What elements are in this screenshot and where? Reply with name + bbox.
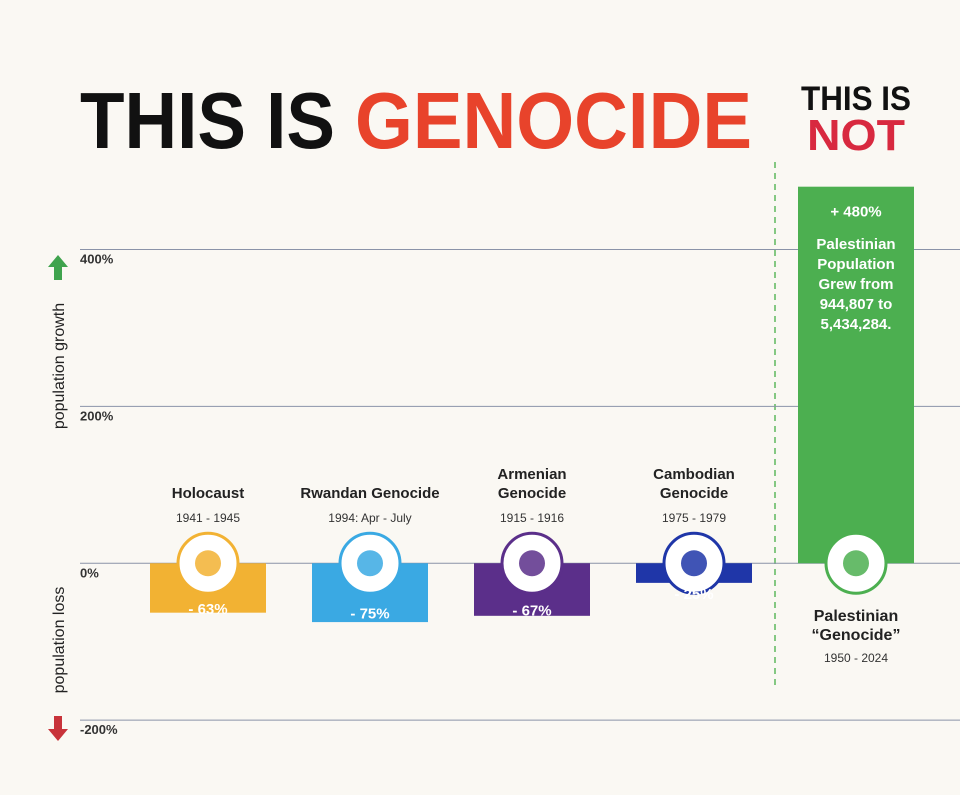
value-label: - 63% [188,601,227,618]
category-label: Armenian Genocide [497,466,567,502]
icon [681,550,707,577]
icon [195,550,221,577]
period-label: 1941 - 1945 [175,511,241,525]
bar [798,186,914,564]
y-tick-label: -200% [80,722,118,737]
y-tick-label: 400% [80,251,114,266]
category-label: Rwandan Genocide [300,485,440,502]
y-label-top: population growth [51,303,68,429]
value-label: - 75% [350,606,389,623]
icon [843,550,869,577]
value-label: - 67% [512,603,551,620]
chart-title-highlight: GENOCIDE [355,76,752,165]
value-label: + 480% [830,204,881,221]
down-arrow [48,716,68,741]
icon [357,550,383,577]
value-label: - 25% [674,586,713,603]
category-label: Cambodian Genocide [653,466,735,502]
chart-title: THIS IS [80,76,335,165]
y-label-bottom: population loss [51,587,68,694]
y-tick-label: 200% [80,408,114,423]
period-label: 1950 - 2024 [823,651,889,666]
y-tick-label: 0% [80,565,99,580]
icon [519,550,545,577]
annotation: Palestinian Population Grew from 944,807… [816,235,896,333]
category-label: Palestinian “Genocide” [811,608,901,645]
side-title-highlight: NOT [807,111,905,160]
period-label: 1994: Apr - July [328,511,412,525]
side-title: THIS IS [801,80,911,118]
period-label: 1915 - 1916 [499,511,565,525]
up-arrow [48,255,68,280]
category-label: Holocaust [171,485,245,502]
period-label: 1975 - 1979 [661,511,727,525]
